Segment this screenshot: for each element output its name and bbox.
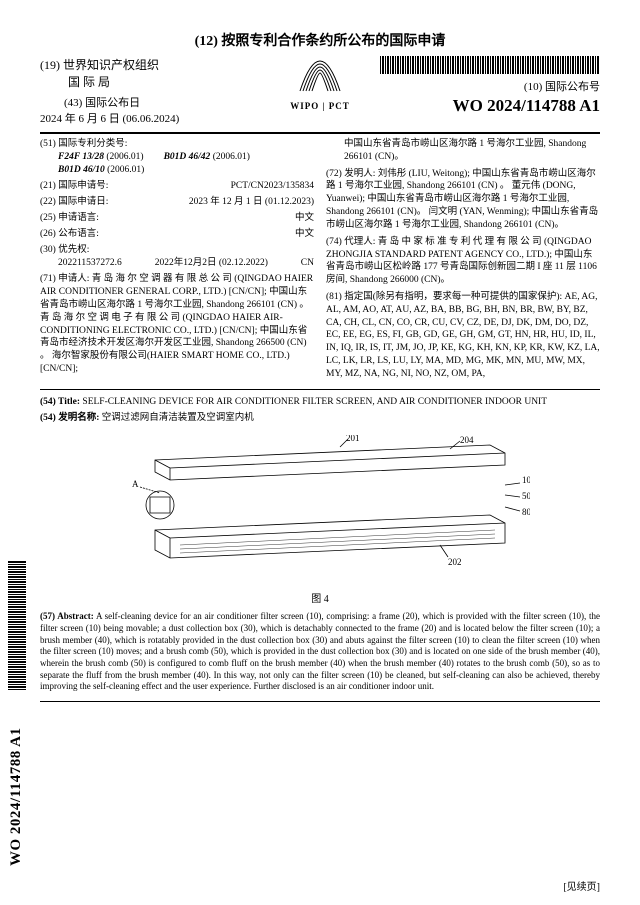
field-21: (21) 国际申请号: PCT/CN2023/135834 <box>40 180 314 193</box>
field-26: (26) 公布语言: 中文 <box>40 228 314 241</box>
cont-addr: 中国山东省青岛市崂山区海尔路 1 号海尔工业园, Shandong 266101… <box>326 138 600 164</box>
figure-caption: 图 4 <box>40 590 600 605</box>
fig-label-10: 10 <box>522 475 530 485</box>
fig-label-50: 50 <box>522 491 530 501</box>
field-25: (25) 申请语言: 中文 <box>40 212 314 225</box>
pub-date-label: (43) 国际公布日 <box>40 94 280 110</box>
title-en-label: (54) Title: <box>40 397 80 407</box>
doc-type-heading: (12) 按照专利合作条约所公布的国际申请 <box>40 30 600 50</box>
fig-label-201: 201 <box>346 435 360 443</box>
side-barcode-bars <box>8 560 26 690</box>
abstract-label: (57) Abstract: <box>40 611 94 621</box>
org-line1: (19) 世界知识产权组织 <box>40 56 280 73</box>
divider-thick <box>40 132 600 134</box>
fig-label-204: 204 <box>460 435 474 445</box>
f74-label: (74) 代理人: <box>326 237 375 247</box>
f22-value: 2023 年 12 月 1 日 (01.12.2023) <box>108 196 314 209</box>
field-72: (72) 发明人: 刘伟彤 (LIU, Weitong); 中国山东省青岛市崂山… <box>326 168 600 232</box>
f51-a-yr: (2006.01) <box>106 152 143 162</box>
f51-b-yr: (2006.01) <box>213 152 250 162</box>
abstract: (57) Abstract: A self-cleaning device fo… <box>40 611 600 693</box>
org-line2: 国 际 局 <box>40 73 280 90</box>
fig-label-80: 80 <box>522 507 530 517</box>
side-barcode: WO 2024/114788 A1 <box>8 560 32 860</box>
pub-number: WO 2024/114788 A1 <box>360 96 600 116</box>
title-cn: 空调过滤网自清洁装置及空调室内机 <box>102 413 254 423</box>
barcode-top <box>380 56 600 74</box>
title-cn-label: (54) 发明名称: <box>40 413 99 423</box>
divider-thin-2 <box>40 701 600 702</box>
f51-c: B01D 46/10 <box>58 165 105 175</box>
f51-label: (51) 国际专利分类号: <box>40 138 314 151</box>
f51-c-yr: (2006.01) <box>107 165 144 175</box>
field-81: (81) 指定国(除另有指明，要求每一种可提供的国家保护): AE, AG, A… <box>326 291 600 381</box>
divider-thin-1 <box>40 389 600 390</box>
section-54: (54) Title: SELF-CLEANING DEVICE FOR AIR… <box>40 396 600 426</box>
f30-cc: CN <box>301 257 314 270</box>
header-right: (10) 国际公布号 WO 2024/114788 A1 <box>360 56 600 116</box>
biblio-columns: (51) 国际专利分类号: F24F 13/28 (2006.01) B01D … <box>40 138 600 385</box>
right-column: 中国山东省青岛市崂山区海尔路 1 号海尔工业园, Shandong 266101… <box>326 138 600 385</box>
f71-label: (71) 申请人: <box>40 274 89 284</box>
wipo-logo-icon <box>295 56 345 96</box>
fig-label-202: 202 <box>448 557 462 567</box>
f51-b: B01D 46/42 <box>164 152 211 162</box>
pub-date: 2024 年 6 月 6 日 (06.06.2024) <box>40 110 280 126</box>
f21-value: PCT/CN2023/135834 <box>108 180 314 193</box>
side-barcode-text: WO 2024/114788 A1 <box>8 696 25 866</box>
f30-date: 2022年12月2日 (02.12.2022) <box>155 257 268 270</box>
header-left: (19) 世界知识产权组织 国 际 局 (43) 国际公布日 2024 年 6 … <box>40 56 280 126</box>
f81-label: (81) 指定国 <box>326 292 373 302</box>
left-column: (51) 国际专利分类号: F24F 13/28 (2006.01) B01D … <box>40 138 314 385</box>
pub-num-label: (10) 国际公布号 <box>360 78 600 94</box>
f21-label: (21) 国际申请号: <box>40 180 108 193</box>
f71-text: 青 岛 海 尔 空 调 器 有 限 总 公 司 (QINGDAO HAIER A… <box>40 274 313 374</box>
f81-text: (除另有指明，要求每一种可提供的国家保护): AE, AG, AL, AM, A… <box>326 292 600 379</box>
f25-value: 中文 <box>99 212 314 225</box>
continued-marker: [见续页] <box>563 878 600 893</box>
field-22: (22) 国际申请日: 2023 年 12 月 1 日 (01.12.2023) <box>40 196 314 209</box>
field-71: (71) 申请人: 青 岛 海 尔 空 调 器 有 限 总 公 司 (QINGD… <box>40 273 314 376</box>
field-30: (30) 优先权: 202211537272.6 2022年12月2日 (02.… <box>40 244 314 270</box>
wipo-text: WIPO | PCT <box>280 101 360 111</box>
field-51: (51) 国际专利分类号: F24F 13/28 (2006.01) B01D … <box>40 138 314 176</box>
field-74: (74) 代理人: 青 岛 中 家 标 准 专 利 代 理 有 限 公 司 (Q… <box>326 236 600 287</box>
f26-value: 中文 <box>99 228 314 241</box>
f25-label: (25) 申请语言: <box>40 212 99 225</box>
f30-app: 202211537272.6 <box>58 257 122 270</box>
wipo-block: WIPO | PCT <box>280 56 360 111</box>
figure-4: 201 204 A 10 50 80 202 <box>110 435 530 580</box>
f72-label: (72) 发明人: <box>326 169 375 179</box>
f30-label: (30) 优先权: <box>40 244 314 257</box>
abstract-text: A self-cleaning device for an air condit… <box>40 611 600 691</box>
header-row: (19) 世界知识产权组织 国 际 局 (43) 国际公布日 2024 年 6 … <box>40 56 600 126</box>
fig-label-A: A <box>132 479 139 489</box>
f51-a: F24F 13/28 <box>58 152 104 162</box>
f22-label: (22) 国际申请日: <box>40 196 108 209</box>
title-en: SELF-CLEANING DEVICE FOR AIR CONDITIONER… <box>82 397 547 407</box>
f26-label: (26) 公布语言: <box>40 228 99 241</box>
